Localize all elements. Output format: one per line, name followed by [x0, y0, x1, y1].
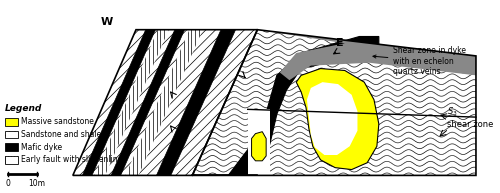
Bar — [5, 143, 18, 151]
Text: Massive sandstone: Massive sandstone — [22, 118, 94, 126]
Polygon shape — [192, 30, 476, 175]
Text: 0: 0 — [6, 179, 10, 188]
Polygon shape — [248, 109, 270, 175]
Text: Early fault with slickenlines: Early fault with slickenlines — [22, 155, 127, 164]
Bar — [5, 156, 18, 164]
Polygon shape — [307, 82, 358, 155]
Bar — [5, 131, 18, 139]
Text: Mafic dyke: Mafic dyke — [22, 143, 62, 152]
Text: E: E — [336, 38, 344, 48]
Polygon shape — [111, 30, 184, 175]
Text: Shear zone in dyke
with en echelon
quartz veins: Shear zone in dyke with en echelon quart… — [373, 46, 466, 76]
Polygon shape — [82, 30, 156, 175]
Polygon shape — [94, 30, 169, 175]
Text: W: W — [100, 17, 113, 27]
Text: Legend: Legend — [5, 104, 42, 113]
Text: $S_3$
shear zone: $S_3$ shear zone — [447, 106, 493, 129]
Polygon shape — [126, 30, 203, 175]
Polygon shape — [258, 30, 476, 80]
Polygon shape — [199, 36, 379, 175]
Text: Sandstone and shale: Sandstone and shale — [22, 130, 102, 139]
Polygon shape — [252, 132, 266, 161]
Polygon shape — [73, 30, 258, 175]
Polygon shape — [296, 69, 379, 170]
Text: 10m: 10m — [28, 179, 46, 188]
Polygon shape — [156, 30, 236, 175]
Bar — [5, 118, 18, 126]
